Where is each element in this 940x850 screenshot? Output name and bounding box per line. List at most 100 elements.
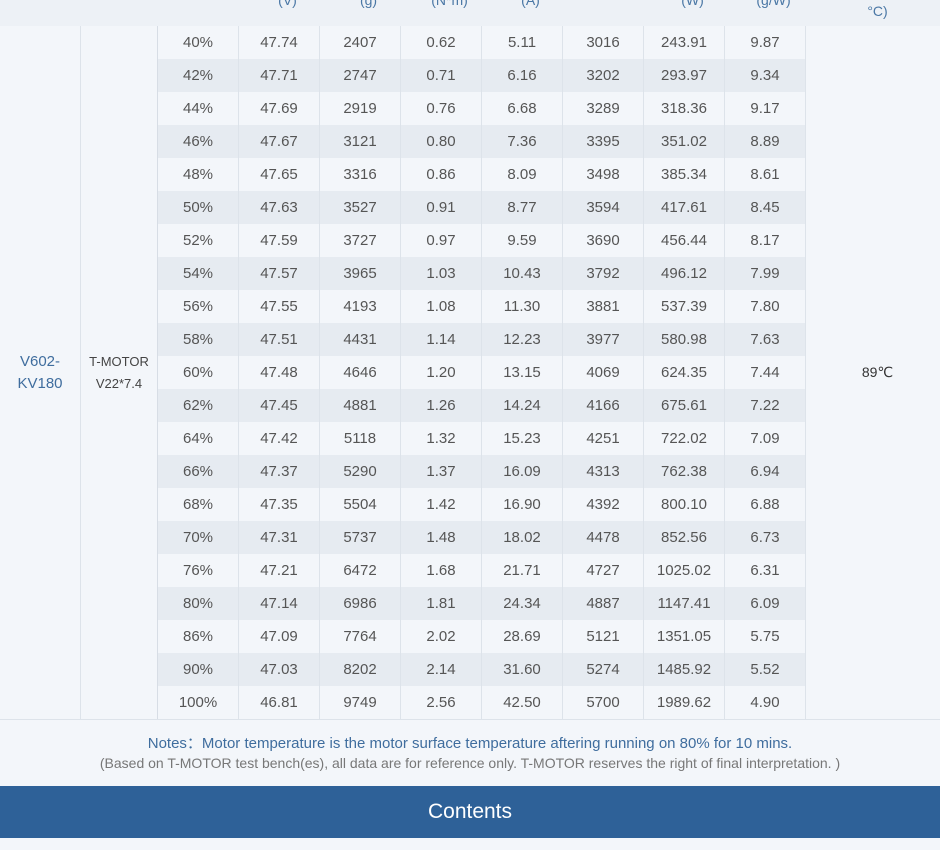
cell-voltage: 47.57 [238, 257, 320, 290]
cell-thrust: 3316 [319, 158, 401, 191]
cell-throttle: 56% [158, 290, 239, 323]
cell-efficiency: 7.63 [724, 323, 806, 356]
cell-current: 6.16 [481, 59, 563, 92]
cell-current: 16.09 [481, 455, 563, 488]
cell-thrust: 5118 [319, 422, 401, 455]
cell-current: 16.90 [481, 488, 563, 521]
cell-power: 852.56 [643, 521, 725, 554]
cell-thrust: 9749 [319, 686, 401, 719]
header-unit-thrust: (g) [359, 0, 378, 8]
cell-efficiency: 4.90 [724, 686, 806, 719]
cell-current: 5.11 [481, 26, 563, 59]
cell-rpm: 3977 [562, 323, 644, 356]
table-row: 62% 47.45 4881 1.26 14.24 4166 675.61 7.22 [158, 389, 806, 422]
cell-rpm: 3594 [562, 191, 644, 224]
cell-torque: 0.76 [400, 92, 482, 125]
table-row: 48% 47.65 3316 0.86 8.09 3498 385.34 8.61 [158, 158, 806, 191]
contents-label: Contents [427, 800, 513, 823]
cell-voltage: 47.45 [238, 389, 320, 422]
cell-torque: 1.14 [400, 323, 482, 356]
cell-power: 800.10 [643, 488, 725, 521]
cell-rpm: 4887 [562, 587, 644, 620]
temperature-cell: 89℃ [861, 364, 894, 380]
cell-voltage: 47.59 [238, 224, 320, 257]
cell-throttle: 100% [158, 686, 239, 719]
cell-thrust: 3527 [319, 191, 401, 224]
cell-voltage: 47.42 [238, 422, 320, 455]
header-unit-voltage: (V) [278, 0, 297, 8]
cell-thrust: 5290 [319, 455, 401, 488]
cell-torque: 1.48 [400, 521, 482, 554]
cell-current: 13.15 [481, 356, 563, 389]
table-row: 54% 47.57 3965 1.03 10.43 3792 496.12 7.99 [158, 257, 806, 290]
cell-torque: 1.68 [400, 554, 482, 587]
cell-efficiency: 8.45 [724, 191, 806, 224]
cell-current: 10.43 [481, 257, 563, 290]
cell-current: 14.24 [481, 389, 563, 422]
test-data-table: V602- KV180 T-MOTOR V22*7.4 40% 47.74 2407… [0, 26, 940, 720]
propeller-name-line1: V602- [19, 352, 60, 370]
header-unit-temperature: °C) [867, 3, 888, 19]
header-unit-torque: (N*m) [431, 0, 468, 8]
cell-efficiency: 6.94 [724, 455, 806, 488]
cell-voltage: 47.67 [238, 125, 320, 158]
table-row: 66% 47.37 5290 1.37 16.09 4313 762.38 6.94 [158, 455, 806, 488]
cell-throttle: 46% [158, 125, 239, 158]
cell-thrust: 3727 [319, 224, 401, 257]
cell-thrust: 8202 [319, 653, 401, 686]
cell-throttle: 80% [158, 587, 239, 620]
cell-torque: 0.91 [400, 191, 482, 224]
cell-power: 624.35 [643, 356, 725, 389]
cell-torque: 1.26 [400, 389, 482, 422]
contents-button[interactable]: Contents [0, 786, 940, 838]
cell-efficiency: 8.89 [724, 125, 806, 158]
table-row: 58% 47.51 4431 1.14 12.23 3977 580.98 7.63 [158, 323, 806, 356]
cell-rpm: 3792 [562, 257, 644, 290]
cell-power: 496.12 [643, 257, 725, 290]
notes-text: Notes：Motor temperature is the motor sur… [147, 735, 793, 752]
cell-thrust: 4431 [319, 323, 401, 356]
cell-rpm: 3016 [562, 26, 644, 59]
cell-rpm: 4313 [562, 455, 644, 488]
cell-torque: 1.32 [400, 422, 482, 455]
cell-efficiency: 9.17 [724, 92, 806, 125]
cell-torque: 1.81 [400, 587, 482, 620]
cell-torque: 2.56 [400, 686, 482, 719]
cell-voltage: 47.51 [238, 323, 320, 356]
cell-efficiency: 6.31 [724, 554, 806, 587]
cell-efficiency: 8.61 [724, 158, 806, 191]
cell-throttle: 42% [158, 59, 239, 92]
cell-torque: 0.86 [400, 158, 482, 191]
table-row: 76% 47.21 6472 1.68 21.71 4727 1025.02 6.31 [158, 554, 806, 587]
cell-current: 9.59 [481, 224, 563, 257]
cell-throttle: 64% [158, 422, 239, 455]
cell-throttle: 60% [158, 356, 239, 389]
motor-name-line2: V22*7.4 [95, 375, 143, 391]
cell-torque: 0.97 [400, 224, 482, 257]
cell-power: 417.61 [643, 191, 725, 224]
cell-torque: 1.03 [400, 257, 482, 290]
cell-voltage: 47.65 [238, 158, 320, 191]
cell-rpm: 4166 [562, 389, 644, 422]
cell-current: 24.34 [481, 587, 563, 620]
cell-torque: 2.14 [400, 653, 482, 686]
cell-power: 318.36 [643, 92, 725, 125]
table-row: 70% 47.31 5737 1.48 18.02 4478 852.56 6.73 [158, 521, 806, 554]
cell-current: 15.23 [481, 422, 563, 455]
cell-rpm: 5121 [562, 620, 644, 653]
cell-thrust: 4193 [319, 290, 401, 323]
table-row: 44% 47.69 2919 0.76 6.68 3289 318.36 9.17 [158, 92, 806, 125]
cell-voltage: 47.55 [238, 290, 320, 323]
cell-thrust: 2919 [319, 92, 401, 125]
table-row: 56% 47.55 4193 1.08 11.30 3881 537.39 7.80 [158, 290, 806, 323]
cell-voltage: 47.48 [238, 356, 320, 389]
table-row: 90% 47.03 8202 2.14 31.60 5274 1485.92 5.52 [158, 653, 806, 686]
motor-cell: T-MOTOR V22*7.4 [81, 26, 158, 719]
cell-rpm: 3289 [562, 92, 644, 125]
cell-current: 21.71 [481, 554, 563, 587]
cell-power: 537.39 [643, 290, 725, 323]
cell-throttle: 52% [158, 224, 239, 257]
table-row: 46% 47.67 3121 0.80 7.36 3395 351.02 8.89 [158, 125, 806, 158]
cell-rpm: 4251 [562, 422, 644, 455]
cell-throttle: 70% [158, 521, 239, 554]
